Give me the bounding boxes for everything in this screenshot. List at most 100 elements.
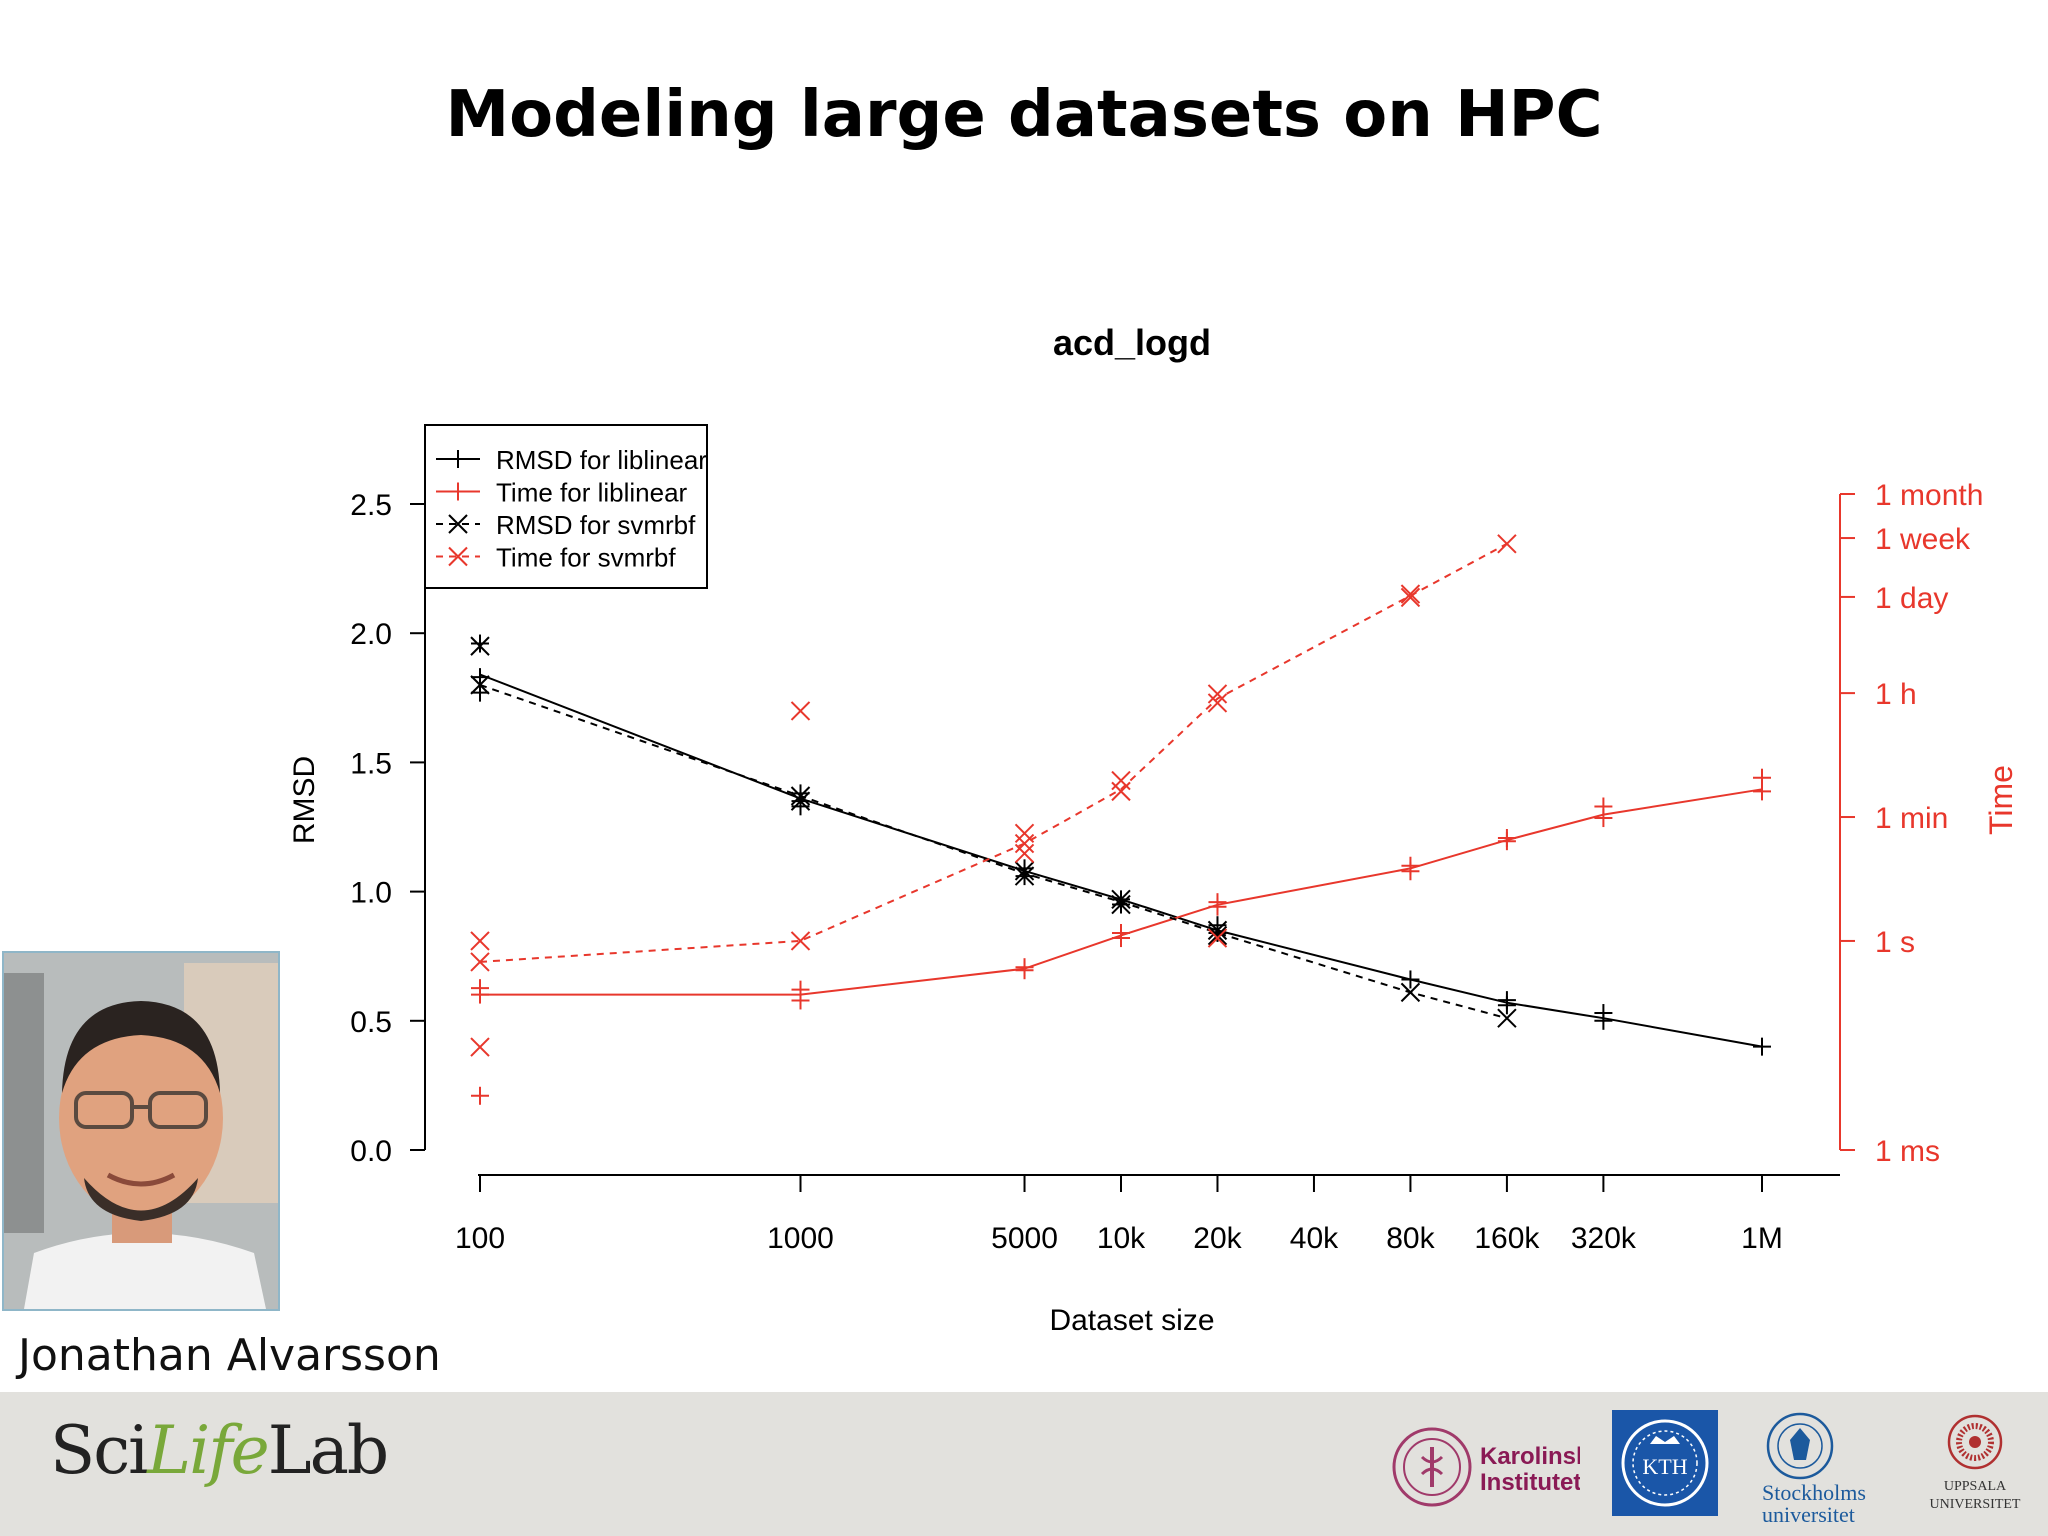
data-point-rmsd-for-svmrbf: [1400, 982, 1421, 1003]
data-point-rmsd-for-svmrbf: [1111, 894, 1131, 915]
data-point-time-for-liblinear: [1401, 862, 1420, 881]
bottom-axis: 100 1000 5000 10k 20k 40k 80k 160k 320k 1M: [455, 1174, 1840, 1255]
right-axis-tick-label: 1 ms: [1875, 1135, 1940, 1168]
left-axis-tick-label: 0.5: [350, 1006, 392, 1039]
data-point-time-for-svmrbf: [1400, 587, 1421, 608]
data-point-rmsd-for-svmrbf: [470, 675, 490, 695]
left-axis-tick-label: 0.0: [350, 1135, 392, 1168]
left-axis-tick-label: 2.5: [350, 489, 392, 522]
data-point-rmsd-for-liblinear: [1594, 1011, 1613, 1030]
x-mark-b: [1207, 925, 1228, 946]
x-mark-b: [1497, 1008, 1517, 1028]
data-point-time-for-svmrbf: [1207, 684, 1228, 704]
right-axis-tick-label: 1 month: [1875, 479, 1983, 512]
series-rmsd-for-liblinear: [471, 634, 1771, 1056]
svg-text:KTH: KTH: [1642, 1454, 1687, 1479]
data-point-time-for-svmrbf: [1400, 584, 1421, 604]
x-mark-b: [1014, 833, 1035, 854]
data-point-time-for-liblinear: [1497, 832, 1516, 851]
data-point-rmsd-for-liblinear: [1753, 1037, 1771, 1056]
svg-text:universitet: universitet: [1762, 1502, 1855, 1526]
series-line-time-for-svmrbf: [479, 542, 1508, 963]
bottom-axis-tick-label: 20k: [1193, 1222, 1242, 1255]
data-point-time-for-liblinear: [471, 1086, 489, 1105]
x-mark-b: [448, 546, 468, 567]
left-axis-tick-label: 1.5: [350, 747, 392, 780]
right-axis-tick-label: 1 day: [1875, 582, 1948, 615]
data-point-time-for-svmrbf: [1014, 843, 1035, 864]
data-point-time-for-svmrbf: [1014, 833, 1035, 854]
kth-logo: KTH: [1612, 1410, 1718, 1516]
data-point-time-for-svmrbf: [470, 952, 490, 972]
svg-text:UNIVERSITET: UNIVERSITET: [1930, 1497, 2021, 1512]
x-axis-label: Dataset size: [1049, 1304, 1214, 1337]
right-axis-tick-label: 1 week: [1875, 523, 1971, 556]
right-axis: 1 ms 1 s 1 min 1 h 1 day 1 week 1 month: [1839, 479, 1983, 1168]
slide-title: Modeling large datasets on HPC: [445, 78, 1603, 152]
stockholm-university-logo: Stockholms universitet: [1760, 1410, 1900, 1527]
series-rmsd-for-svmrbf: [470, 636, 1517, 1028]
bottom-axis-tick-label: 5000: [991, 1222, 1058, 1255]
series-line-rmsd-for-liblinear: [479, 673, 1763, 1048]
svg-text:Institutet: Institutet: [1480, 1469, 1580, 1496]
x-mark-b: [1207, 684, 1228, 704]
data-point-rmsd-for-svmrbf: [470, 636, 490, 656]
x-mark-b: [790, 791, 811, 811]
presenter-name: Jonathan Alvarsson: [18, 1330, 441, 1381]
x-mark-b: [1207, 693, 1228, 713]
x-mark-b: [1497, 534, 1517, 554]
legend-box: [424, 424, 708, 589]
data-point-time-for-liblinear: [1208, 897, 1227, 916]
x-mark-b: [1207, 920, 1228, 941]
x-mark-b: [1207, 928, 1228, 948]
x-mark-b: [448, 514, 468, 534]
x-mark-b: [1111, 894, 1131, 915]
x-mark-b: [1014, 861, 1035, 881]
x-mark-b: [790, 931, 811, 951]
legend-marker-time-for-svmrbf: [448, 546, 468, 567]
x-mark-b: [1111, 781, 1131, 802]
data-point-time-for-svmrbf: [790, 701, 811, 721]
bottom-axis-tick-label: 1M: [1741, 1222, 1783, 1255]
data-point-rmsd-for-svmrbf: [1207, 925, 1228, 946]
data-point-rmsd-for-svmrbf: [790, 791, 811, 811]
data-point-time-for-svmrbf: [470, 931, 490, 951]
x-mark-b: [470, 931, 490, 951]
data-point-time-for-liblinear: [1753, 782, 1771, 801]
data-point-rmsd-for-svmrbf: [1014, 866, 1035, 886]
legend-marker-time-for-liblinear: [449, 482, 467, 501]
x-mark-b: [470, 1037, 490, 1057]
right-axis-tick-label: 1 s: [1875, 926, 1915, 959]
x-mark-b: [1400, 587, 1421, 608]
left-axis-tick-label: 2.0: [350, 618, 392, 651]
series-time-for-svmrbf: [470, 534, 1517, 1057]
left-axis-tick-label: 1.0: [350, 877, 392, 910]
presenter-photo: [2, 951, 280, 1311]
bottom-axis-tick-label: 40k: [1290, 1222, 1339, 1255]
data-point-time-for-liblinear: [1594, 809, 1613, 828]
data-point-rmsd-for-svmrbf: [1014, 861, 1035, 881]
data-point-rmsd-for-liblinear: [1401, 970, 1420, 989]
svg-text:Karolinska: Karolinska: [1480, 1443, 1580, 1470]
data-point-rmsd-for-svmrbf: [1111, 889, 1131, 910]
data-point-rmsd-for-liblinear: [471, 683, 489, 702]
bottom-axis-tick-label: 1000: [767, 1222, 834, 1255]
data-point-time-for-liblinear: [471, 985, 489, 1004]
right-axis-tick-label: 1 min: [1875, 802, 1948, 835]
right-axis-tick-label: 1 h: [1875, 678, 1917, 711]
bottom-axis-tick-label: 80k: [1386, 1222, 1435, 1255]
legend-label-rmsd-for-liblinear: RMSD for liblinear: [496, 445, 707, 475]
data-point-time-for-svmrbf: [1497, 534, 1517, 554]
x-mark-b: [1014, 823, 1035, 844]
x-mark-b: [790, 786, 811, 806]
y2-axis-label: Time: [1983, 765, 2019, 835]
data-point-rmsd-for-svmrbf: [1207, 920, 1228, 941]
x-mark-b: [470, 675, 490, 695]
data-point-time-for-svmrbf: [470, 1037, 490, 1057]
data-point-rmsd-for-svmrbf: [790, 786, 811, 806]
karolinska-logo: Karolinska Institutet: [1390, 1422, 1603, 1512]
data-point-time-for-svmrbf: [1111, 781, 1131, 802]
series-layer: [470, 534, 1771, 1105]
data-point-time-for-svmrbf: [1207, 928, 1228, 948]
